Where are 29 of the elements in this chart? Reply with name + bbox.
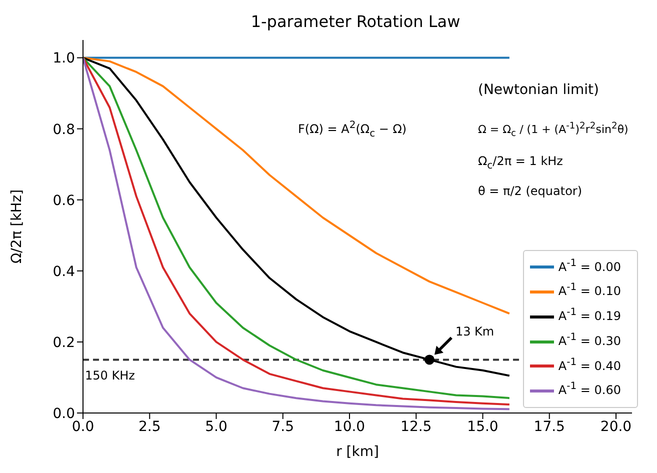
legend-label: A$^{-1}$ = 0.40: [558, 356, 621, 373]
y-tick-label: 0.4: [52, 264, 76, 280]
x-tick-label: 10.0: [334, 418, 366, 435]
x-tick-label: 5.0: [205, 418, 228, 435]
legend-label: A$^{-1}$ = 0.00: [558, 258, 621, 274]
y-tick-label: 1.0: [52, 50, 75, 67]
x-axis-title: r [km]: [336, 444, 379, 460]
legend-label: A$^{-1}$ = 0.19: [558, 307, 621, 324]
x-tick-label: 12.5: [400, 418, 432, 435]
y-axis-title: Ω/2π [kHz]: [8, 189, 25, 264]
y-tick-label: 0.8: [52, 122, 75, 138]
x-tick-label: 7.5: [272, 418, 294, 435]
annotation: Ω$_{c}$/2π = 1 kHz: [478, 154, 563, 172]
y-tick-label: 0.6: [52, 192, 76, 209]
ref-line-label: 150 KHz: [85, 368, 135, 383]
annotation: F(Ω) = A$^{2}$(Ω$_{c}$ − Ω): [298, 120, 407, 140]
x-tick-label: 20.0: [600, 418, 632, 435]
annotation: θ = π/2 (equator): [478, 184, 582, 198]
text: Ω = Ω$_{c}$ / (1 + (A$^{-1}$)$^{2}$r$^{2}$sin$^{2}$θ): [478, 120, 628, 139]
annotation: 13 Km: [455, 324, 494, 339]
x-tick-label: 15.0: [467, 418, 498, 435]
chart-title: 1-parameter Rotation Law: [250, 12, 462, 31]
legend-label: A$^{-1}$ = 0.30: [558, 332, 621, 348]
legend-label: A$^{-1}$ = 0.10: [558, 282, 621, 298]
x-tick-label: 17.5: [534, 418, 565, 435]
y-tick-label: 0.2: [52, 334, 75, 351]
annotation: (Newtonian limit): [478, 82, 599, 98]
legend-label: A$^{-1}$ = 0.60: [558, 381, 621, 398]
x-tick-label: 2.5: [138, 418, 161, 435]
